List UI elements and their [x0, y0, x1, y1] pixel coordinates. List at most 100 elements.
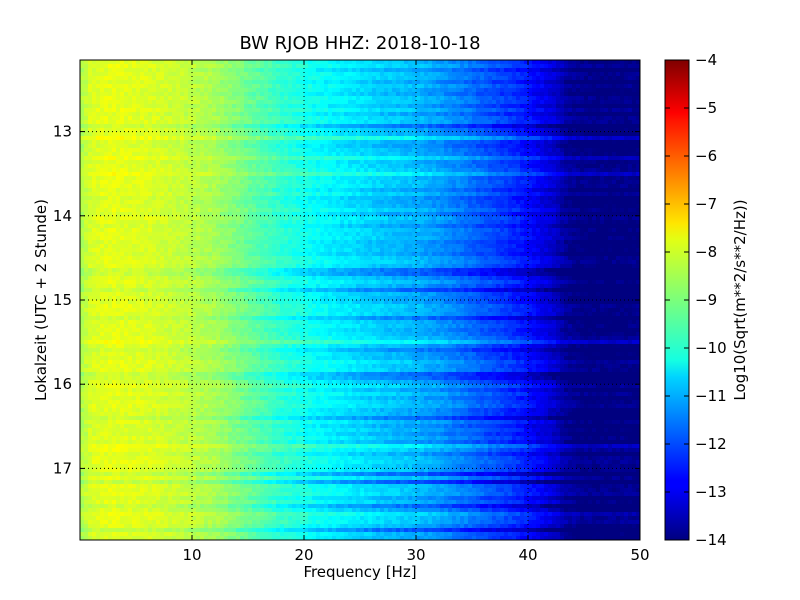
heatmap-cell — [588, 60, 593, 65]
heatmap-cell — [424, 144, 429, 149]
heatmap-cell — [300, 156, 305, 161]
heatmap-cell — [200, 72, 205, 77]
heatmap-cell — [124, 184, 129, 189]
heatmap-cell — [96, 184, 101, 189]
heatmap-cell — [284, 140, 289, 145]
heatmap-cell — [192, 104, 197, 109]
heatmap-cell — [512, 72, 517, 77]
heatmap-cell — [628, 92, 633, 97]
heatmap-cell — [484, 96, 489, 101]
heatmap-cell — [304, 88, 309, 93]
heatmap-cell — [384, 160, 389, 165]
heatmap-cell — [496, 80, 501, 85]
heatmap-cell — [304, 116, 309, 121]
heatmap-cell — [464, 172, 469, 177]
heatmap-cell — [388, 80, 393, 85]
heatmap-cell — [100, 68, 105, 73]
heatmap-cell — [408, 184, 413, 189]
heatmap-cell — [484, 164, 489, 169]
heatmap-cell — [508, 120, 513, 125]
heatmap-cell — [180, 88, 185, 93]
heatmap-cell — [204, 88, 209, 93]
heatmap-cell — [372, 188, 377, 193]
heatmap-cell — [204, 140, 209, 145]
heatmap-cell — [192, 168, 197, 173]
heatmap-cell — [336, 64, 341, 69]
heatmap-cell — [464, 96, 469, 101]
heatmap-cell — [388, 96, 393, 101]
heatmap-cell — [324, 84, 329, 89]
heatmap-cell — [292, 192, 297, 197]
heatmap-cell — [340, 112, 345, 117]
heatmap-cell — [452, 180, 457, 185]
heatmap-cell — [152, 72, 157, 77]
heatmap-cell — [484, 140, 489, 145]
heatmap-cell — [400, 196, 405, 201]
heatmap-cell — [384, 188, 389, 193]
heatmap-cell — [256, 92, 261, 97]
heatmap-cell — [424, 184, 429, 189]
heatmap-cell — [564, 156, 569, 161]
heatmap-cell — [192, 160, 197, 165]
heatmap-cell — [204, 80, 209, 85]
heatmap-cell — [168, 156, 173, 161]
heatmap-cell — [180, 180, 185, 185]
heatmap-cell — [224, 144, 229, 149]
heatmap-cell — [268, 128, 273, 133]
heatmap-cell — [160, 84, 165, 89]
heatmap-cell — [500, 160, 505, 165]
heatmap-cell — [452, 160, 457, 165]
heatmap-cell — [612, 136, 617, 141]
heatmap-cell — [472, 92, 477, 97]
heatmap-cell — [364, 180, 369, 185]
heatmap-cell — [184, 148, 189, 153]
heatmap-cell — [604, 80, 609, 85]
heatmap-cell — [380, 92, 385, 97]
heatmap-cell — [588, 104, 593, 109]
heatmap-cell — [352, 80, 357, 85]
heatmap-cell — [156, 108, 161, 113]
heatmap-cell — [432, 144, 437, 149]
heatmap-cell — [80, 84, 85, 89]
heatmap-cell — [96, 176, 101, 181]
heatmap-cell — [172, 116, 177, 121]
heatmap-cell — [216, 144, 221, 149]
heatmap-cell — [372, 76, 377, 81]
heatmap-cell — [268, 124, 273, 129]
heatmap-cell — [592, 124, 597, 129]
heatmap-cell — [612, 92, 617, 97]
heatmap-cell — [200, 60, 205, 65]
heatmap-cell — [248, 180, 253, 185]
heatmap-cell — [184, 108, 189, 113]
heatmap-cell — [184, 156, 189, 161]
heatmap-cell — [280, 196, 285, 201]
heatmap-cell — [184, 84, 189, 89]
heatmap-cell — [376, 152, 381, 157]
heatmap-cell — [248, 160, 253, 165]
heatmap-cell — [492, 176, 497, 181]
heatmap-cell — [556, 156, 561, 161]
heatmap-cell — [292, 64, 297, 69]
heatmap-cell — [620, 160, 625, 165]
chart-title: BW RJOB HHZ: 2018-10-18 — [239, 33, 480, 54]
heatmap-cell — [300, 176, 305, 181]
heatmap-cell — [612, 176, 617, 181]
heatmap-cell — [208, 160, 213, 165]
heatmap-cell — [172, 176, 177, 181]
heatmap-cell — [604, 128, 609, 133]
heatmap-cell — [284, 108, 289, 113]
heatmap-cell — [396, 164, 401, 169]
heatmap-cell — [564, 80, 569, 85]
heatmap-cell — [460, 196, 465, 201]
heatmap-cell — [100, 192, 105, 197]
heatmap-cell — [364, 80, 369, 85]
heatmap-cell — [488, 132, 493, 137]
heatmap-cell — [136, 164, 141, 169]
heatmap-cell — [260, 68, 265, 73]
heatmap-cell — [428, 128, 433, 133]
heatmap-cell — [368, 92, 373, 97]
heatmap-cell — [380, 76, 385, 81]
heatmap-cell — [532, 136, 537, 141]
heatmap-cell — [572, 132, 577, 137]
heatmap-cell — [204, 116, 209, 121]
